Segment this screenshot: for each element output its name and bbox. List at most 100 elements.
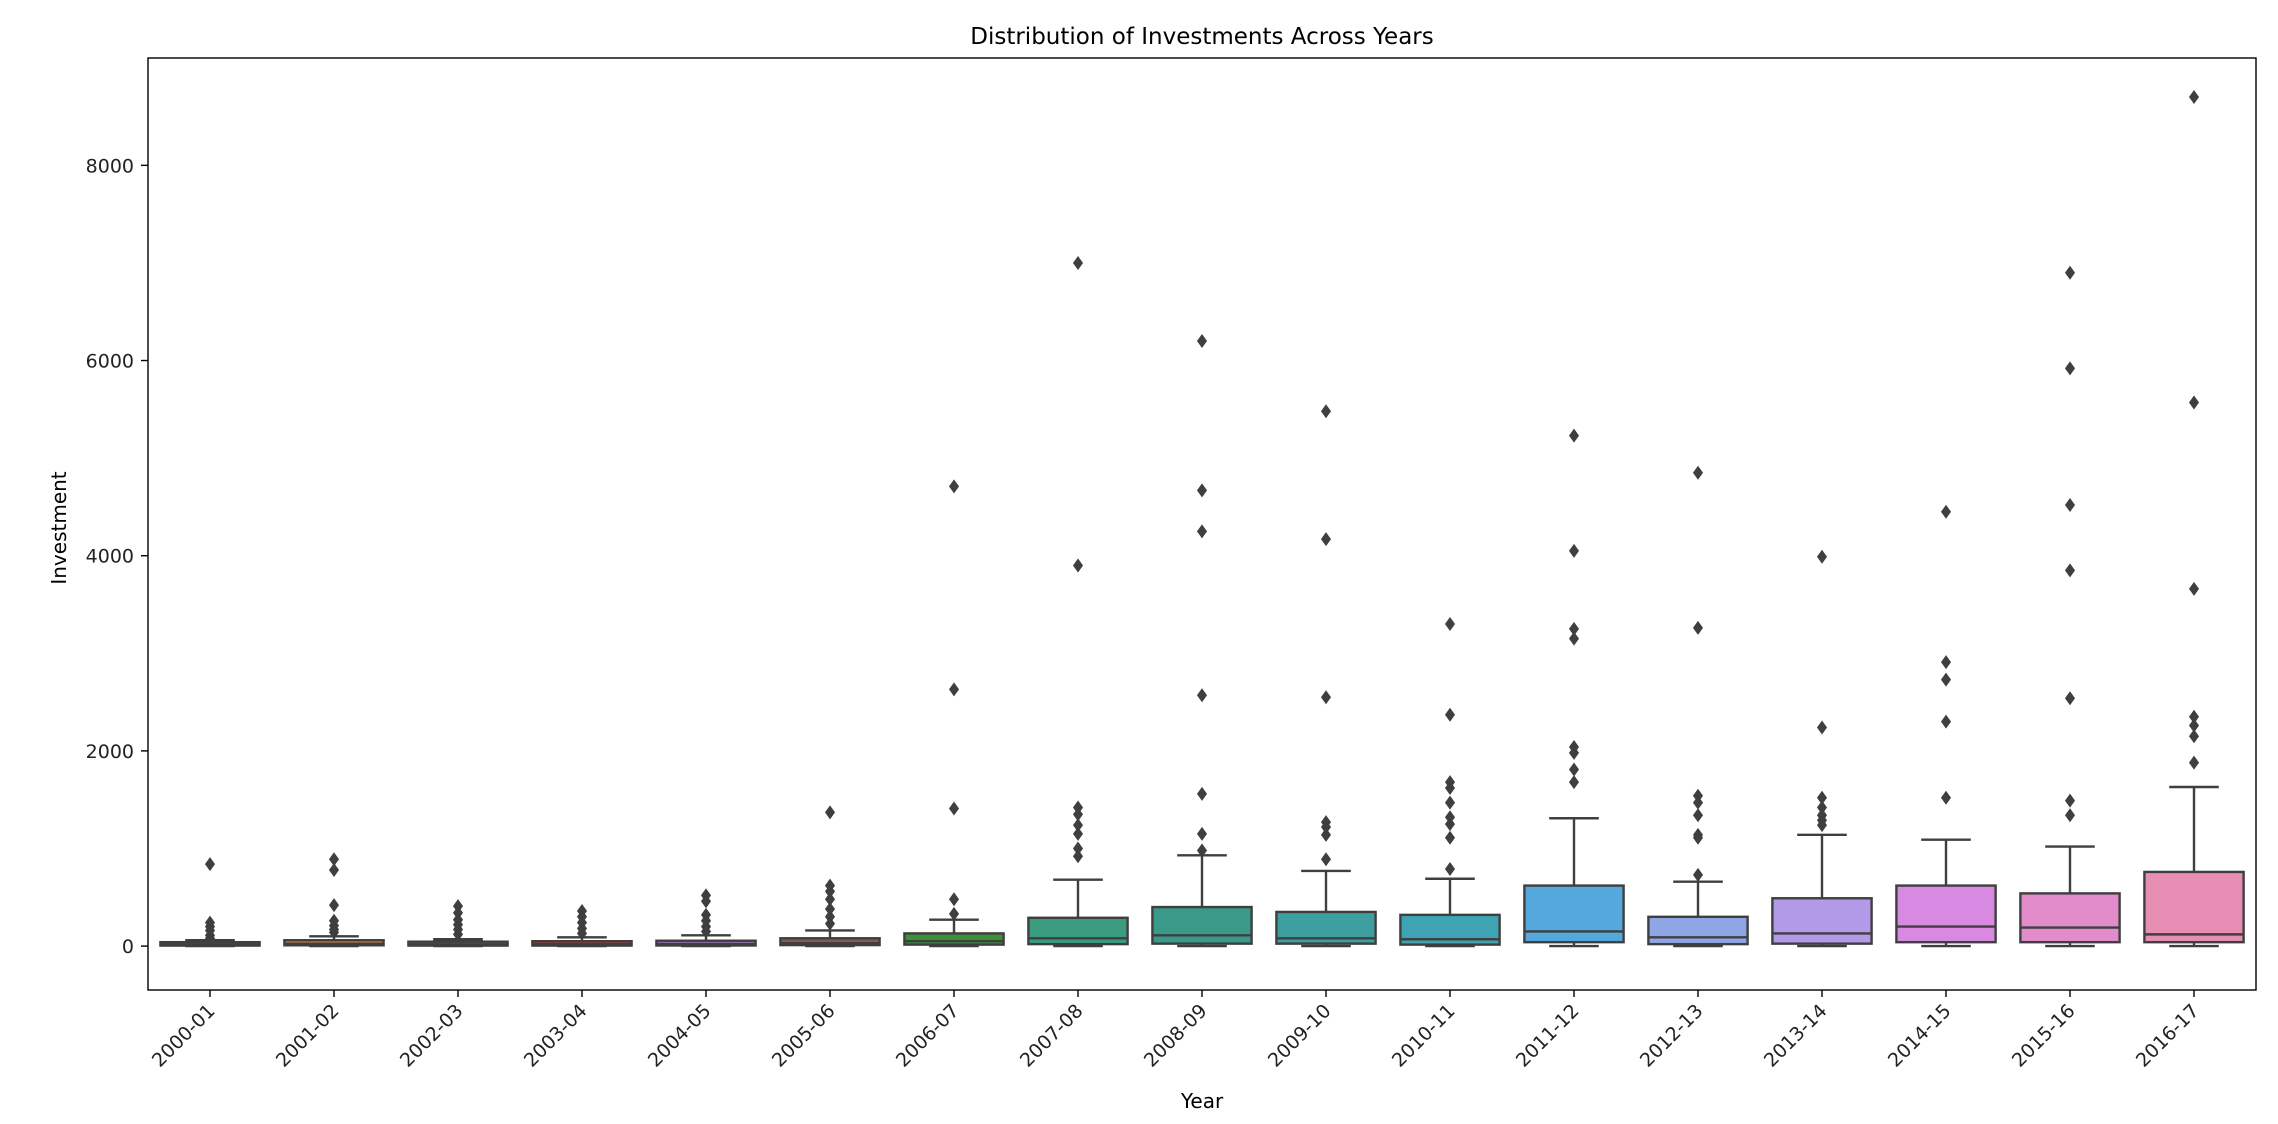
x-tick-label: 2016-17 [2132, 1000, 2204, 1072]
box-2015-16 [2019, 892, 2121, 944]
outlier-point [1196, 334, 1208, 349]
outlier-point [576, 926, 588, 941]
y-tick-label: 0 [122, 936, 134, 958]
outlier-point [1320, 690, 1332, 705]
x-tick-label: 2015-16 [2008, 1000, 2080, 1072]
outlier-point [328, 852, 340, 867]
outlier-point [1444, 861, 1456, 876]
outlier-point [1568, 428, 1580, 443]
x-tick-label: 2012-13 [1636, 1000, 1708, 1072]
y-axis-label: Investment [47, 471, 71, 584]
outlier-point [1692, 620, 1704, 635]
box-2014-15 [1895, 884, 1997, 944]
box-group-2001-02 [283, 852, 385, 948]
box-group-2002-03 [407, 899, 509, 948]
outlier-point [1196, 483, 1208, 498]
outlier-point [1940, 504, 1952, 519]
outlier-point [2064, 563, 2076, 578]
box-2008-09 [1151, 905, 1253, 945]
outlier-point [1568, 621, 1580, 636]
outlier-point [328, 898, 340, 913]
x-tick-label: 2014-15 [1884, 1000, 1956, 1072]
outlier-point [1196, 688, 1208, 703]
x-tick-label: 2006-07 [892, 1000, 964, 1072]
outlier-point [452, 927, 464, 942]
outlier-point [2188, 709, 2200, 724]
x-tick-label: 2011-12 [1512, 1000, 1584, 1072]
outlier-point [2064, 361, 2076, 376]
outlier-point [1568, 631, 1580, 646]
x-tick-label: 2007-08 [1016, 1000, 1088, 1072]
box-group-2009-10 [1275, 404, 1377, 948]
box-2005-06 [779, 937, 881, 947]
outlier-point [1568, 762, 1580, 777]
outlier-point [1072, 818, 1084, 833]
outlier-point [1320, 827, 1332, 842]
outlier-point [2188, 395, 2200, 410]
outlier-point [1816, 790, 1828, 805]
x-tick-label: 2004-05 [644, 1000, 716, 1072]
outlier-point [1568, 745, 1580, 760]
outlier-point [1072, 558, 1084, 573]
outlier-point [1072, 841, 1084, 856]
outlier-point [2188, 581, 2200, 596]
outlier-point [1940, 672, 1952, 687]
x-tick-label: 2001-02 [272, 1000, 344, 1072]
box-group-2000-01 [159, 857, 261, 948]
outlier-point [1072, 826, 1084, 841]
outlier-point [1072, 807, 1084, 822]
box-2012-13 [1647, 915, 1749, 946]
y-tick-label: 8000 [86, 155, 134, 177]
box-group-2014-15 [1895, 504, 1997, 948]
outlier-point [948, 682, 960, 697]
box-group-2007-08 [1027, 255, 1129, 948]
outlier-point [204, 931, 216, 946]
x-tick-label: 2010-11 [1388, 1000, 1460, 1072]
outlier-point [824, 805, 836, 820]
outlier-point [2188, 90, 2200, 105]
box-group-2015-16 [2019, 265, 2121, 948]
outlier-point [1444, 617, 1456, 632]
outlier-point [1816, 818, 1828, 833]
outlier-point [1692, 830, 1704, 845]
y-tick-label: 4000 [86, 546, 134, 568]
box-group-2003-04 [531, 903, 633, 948]
outlier-point [328, 862, 340, 877]
plot-frame [147, 57, 2257, 991]
outlier-point [700, 924, 712, 939]
box-group-2010-11 [1399, 617, 1501, 948]
outlier-point [2064, 691, 2076, 706]
outlier-point [1320, 404, 1332, 419]
x-axis-ticks: 2000-01 2001-02 2002-03 2003-04 2004-05 2005-… [148, 990, 2204, 1072]
outlier-point [1692, 808, 1704, 823]
outlier-point [1320, 852, 1332, 867]
outlier-point [1072, 255, 1084, 270]
y-tick-label: 6000 [86, 351, 134, 373]
box-2006-07 [903, 932, 1005, 946]
outlier-point [948, 801, 960, 816]
outlier-point [1072, 849, 1084, 864]
outlier-point [2188, 729, 2200, 744]
x-tick-label: 2000-01 [148, 1000, 220, 1072]
x-tick-label: 2008-09 [1140, 1000, 1212, 1072]
x-axis-label: Year [1180, 1089, 1224, 1113]
x-tick-label: 2013-14 [1760, 1000, 1832, 1072]
outlier-point [1196, 786, 1208, 801]
outlier-point [2064, 808, 2076, 823]
outlier-point [1816, 549, 1828, 564]
outlier-point [1444, 817, 1456, 832]
box-group-2005-06 [779, 805, 881, 948]
x-tick-label: 2002-03 [396, 1000, 468, 1072]
outlier-point [1196, 524, 1208, 539]
outlier-point [328, 925, 340, 940]
outlier-point [1692, 867, 1704, 882]
outlier-point [1816, 800, 1828, 815]
box-group-2008-09 [1151, 334, 1253, 948]
outlier-point [2188, 755, 2200, 770]
outlier-point [824, 884, 836, 899]
y-tick-label: 2000 [86, 741, 134, 763]
outlier-point [1444, 830, 1456, 845]
box-group-2004-05 [655, 888, 757, 948]
outlier-point [824, 892, 836, 907]
